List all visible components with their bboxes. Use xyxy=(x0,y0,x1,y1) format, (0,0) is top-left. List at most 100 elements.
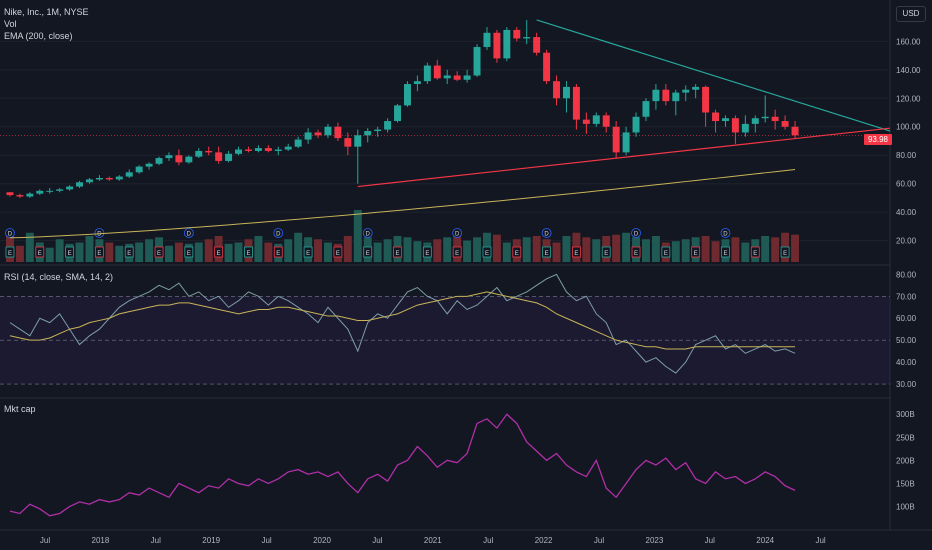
earnings-marker: E xyxy=(154,246,164,258)
candle-body xyxy=(662,89,670,102)
candle-body xyxy=(354,135,362,147)
candle-body xyxy=(185,156,193,163)
dividend-label: D xyxy=(544,232,549,238)
dividend-marker: D xyxy=(362,228,373,238)
dividend-marker: D xyxy=(5,228,15,238)
last-price-tag: 93.98 xyxy=(864,134,892,145)
earnings-marker: E xyxy=(244,246,253,258)
candle-body xyxy=(195,150,203,157)
candle-body xyxy=(56,189,64,191)
volume-bar xyxy=(105,242,114,262)
upper-trendline xyxy=(536,19,891,132)
rsi-title[interactable]: RSI (14, close, SMA, 14, 2) xyxy=(4,272,114,282)
candle xyxy=(652,84,660,110)
dividend-marker: D xyxy=(541,228,552,238)
candle-body xyxy=(384,121,392,130)
earnings-label: E xyxy=(8,251,12,257)
price-axis-label: 80.00 xyxy=(896,151,917,160)
volume-bar xyxy=(25,232,34,262)
ema-200-line xyxy=(9,168,796,239)
volume-bar xyxy=(174,242,183,262)
earnings-marker: E xyxy=(363,246,373,258)
volume-bar xyxy=(164,245,173,262)
candle xyxy=(225,150,233,163)
earnings-label: E xyxy=(276,251,280,257)
price-axis[interactable]: 160.00 140.00 120.00 100.00 80.00 60.00 40.00 2… xyxy=(896,37,921,511)
candle-body xyxy=(284,146,292,150)
candle xyxy=(751,115,759,133)
candle xyxy=(115,175,123,181)
candle-body xyxy=(533,37,541,53)
volume-bar xyxy=(502,242,511,262)
candle-body xyxy=(771,116,779,122)
earnings-marker: E xyxy=(750,246,760,258)
volume-bar xyxy=(234,242,243,262)
candle xyxy=(384,118,392,133)
candle xyxy=(215,146,223,164)
time-axis-label: Jul xyxy=(594,536,604,545)
earnings-label: E xyxy=(604,251,608,257)
rsi-axis-label: 40.00 xyxy=(896,358,917,367)
volume-bar xyxy=(323,242,332,262)
candle xyxy=(553,75,561,106)
volume-bar xyxy=(85,236,94,262)
volume-bar xyxy=(15,245,24,262)
earnings-label: E xyxy=(723,251,727,257)
candle-body xyxy=(6,192,14,196)
candle xyxy=(562,81,570,113)
candle-body xyxy=(642,101,650,117)
candle xyxy=(692,84,700,99)
volume-bar xyxy=(522,237,531,262)
volume-legend[interactable]: Vol xyxy=(4,19,17,29)
earnings-label: E xyxy=(38,251,42,257)
earnings-marker: E xyxy=(303,246,313,258)
candle-body xyxy=(602,115,610,127)
candle-body xyxy=(314,132,322,136)
candle xyxy=(483,27,491,50)
price-candles[interactable] xyxy=(6,19,799,198)
candle-body xyxy=(712,112,720,122)
candle-body xyxy=(125,172,133,177)
volume-bar xyxy=(383,239,392,262)
candle xyxy=(672,89,680,116)
lower-trendline xyxy=(357,127,891,188)
time-axis-label: 2019 xyxy=(202,536,220,545)
volume-bar xyxy=(701,236,710,262)
time-axis[interactable]: Jul 2018 Jul 2019 Jul 2020 Jul 2021 Jul 2022 Jul 20… xyxy=(40,536,826,545)
candle-body xyxy=(473,47,481,76)
mktcap-title[interactable]: Mkt cap xyxy=(4,404,36,414)
ema-legend[interactable]: EMA (200, close) xyxy=(4,31,73,41)
earnings-label: E xyxy=(485,251,489,257)
volume-bar xyxy=(711,241,720,262)
time-axis-label: Jul xyxy=(372,536,382,545)
candle xyxy=(791,121,799,139)
time-axis-label: 2020 xyxy=(313,536,331,545)
candle-body xyxy=(254,148,262,151)
earnings-marker: E xyxy=(601,246,611,258)
currency-button[interactable]: USD xyxy=(896,6,926,22)
dividend-label: D xyxy=(276,232,281,238)
candle-body xyxy=(165,155,173,159)
candle xyxy=(433,59,441,80)
candle xyxy=(731,115,739,144)
trendlines[interactable] xyxy=(357,19,891,188)
candle xyxy=(721,115,729,127)
earnings-label: E xyxy=(306,251,310,257)
volume-bar xyxy=(264,242,273,262)
candle-body xyxy=(632,116,640,133)
earnings-label: E xyxy=(664,251,668,257)
event-markers[interactable]: E D E E E D E E E D E E E D E E E D E E E D E E E D E E E D E E E D E E xyxy=(5,228,790,258)
mktcap-pane xyxy=(9,413,796,517)
candle-body xyxy=(85,179,93,183)
candle-body xyxy=(493,32,501,59)
candle xyxy=(294,136,302,149)
candle-body xyxy=(413,81,421,85)
candle xyxy=(582,112,590,134)
time-axis-label: Jul xyxy=(815,536,825,545)
candle xyxy=(195,148,203,159)
candle-body xyxy=(95,178,103,180)
symbol-legend[interactable]: Nike, Inc., 1M, NYSE xyxy=(4,7,89,17)
earnings-marker: E xyxy=(5,246,15,258)
volume-bar xyxy=(681,239,690,262)
